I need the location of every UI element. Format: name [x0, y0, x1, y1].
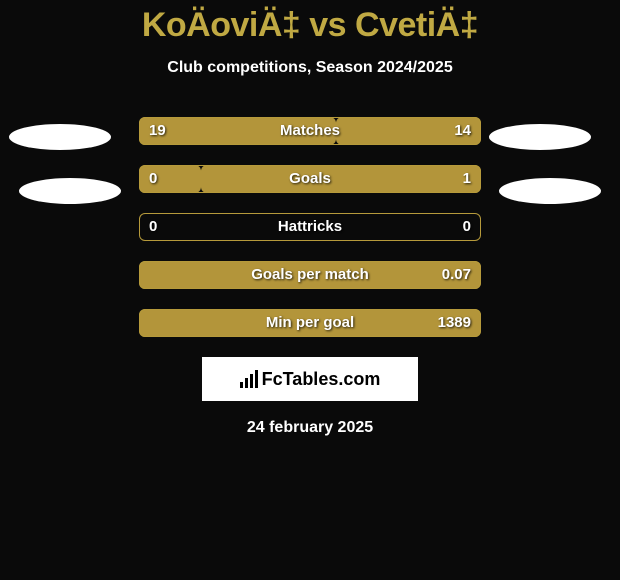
stat-row: 1914Matches — [139, 117, 481, 145]
stat-label: Goals — [139, 165, 481, 193]
logo-box: FcTables.com — [202, 357, 418, 401]
side-ellipse — [19, 178, 121, 204]
comparison-infographic: KoÄoviÄ‡ vs CvetiÄ‡ Club competitions, S… — [0, 0, 620, 580]
subtitle: Club competitions, Season 2024/2025 — [0, 59, 620, 77]
bars-icon — [240, 370, 258, 388]
stat-label: Min per goal — [139, 309, 481, 337]
stat-row: 0.07Goals per match — [139, 261, 481, 289]
logo-text: FcTables.com — [262, 369, 381, 390]
side-ellipse — [489, 124, 591, 150]
side-ellipse — [9, 124, 111, 150]
date-label: 24 february 2025 — [0, 419, 620, 437]
side-ellipse — [499, 178, 601, 204]
logo: FcTables.com — [240, 369, 381, 390]
stat-row: 00Hattricks — [139, 213, 481, 241]
stat-label: Goals per match — [139, 261, 481, 289]
stat-label: Matches — [139, 117, 481, 145]
stat-row: 01Goals — [139, 165, 481, 193]
stats-area: 1914Matches 01Goals 00Hattricks 0.07Goals p… — [0, 117, 620, 337]
stat-row: 1389Min per goal — [139, 309, 481, 337]
stat-label: Hattricks — [139, 213, 481, 241]
page-title: KoÄoviÄ‡ vs CvetiÄ‡ — [0, 6, 620, 45]
